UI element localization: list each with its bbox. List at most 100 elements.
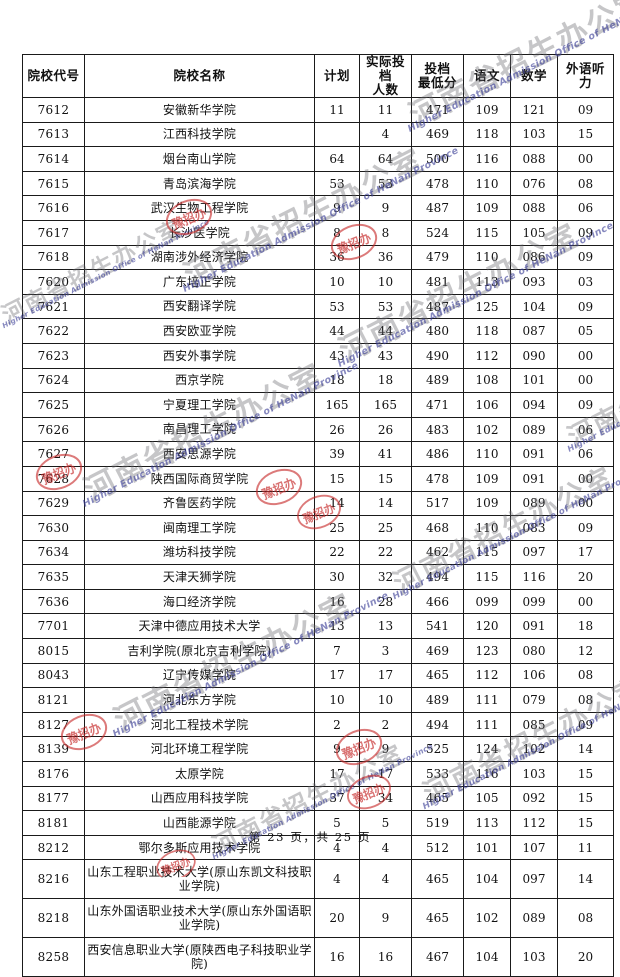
cell-school-name: 天津中德应用技术大学	[84, 613, 315, 640]
cell-english-listening-score: 20	[557, 564, 614, 590]
cell-school-code: 8176	[22, 761, 85, 787]
cell-math-score: 088	[510, 195, 558, 221]
table-row: 7614 烟台南山学院 64 64 500 116 088 00	[22, 146, 614, 172]
cell-actual-count: 10	[359, 269, 412, 295]
cell-plan: 10	[314, 269, 360, 295]
cell-plan: 9	[314, 736, 360, 763]
cell-actual-count: 41	[359, 441, 412, 467]
column-header-actual-line1: 实际投档	[365, 54, 405, 83]
cell-actual-count: 22	[359, 539, 412, 566]
cell-school-name: 武汉生物工程学院	[84, 195, 315, 221]
cell-actual-count: 2	[359, 711, 412, 738]
cell-chinese-score: 124	[463, 736, 511, 763]
cell-actual-count: 44	[359, 318, 412, 344]
cell-chinese-score: 109	[463, 490, 511, 517]
table-row: 7620 广东培正学院 10 10 481 113 093 03	[22, 269, 614, 295]
cell-min-score: 524	[411, 219, 464, 246]
column-header-english: 外语听力	[557, 54, 614, 98]
cell-english-listening-score: 00	[557, 490, 614, 517]
cell-school-code: 7616	[22, 195, 85, 221]
table-row: 7627 西安思源学院 39 41 486 110 091 06	[22, 441, 614, 467]
cell-math-score: 105	[510, 219, 558, 246]
cell-english-listening-score: 14	[557, 736, 614, 763]
column-header-min-line2: 最低分	[417, 75, 457, 90]
cell-school-code: 7634	[22, 539, 85, 566]
cell-actual-count: 3	[359, 638, 412, 664]
cell-chinese-score: 116	[463, 761, 511, 787]
cell-school-name: 山东外国语职业技术大学(原山东外国语职业学院)	[84, 898, 315, 939]
cell-english-listening-score: 17	[557, 539, 614, 566]
cell-min-score: 471	[411, 97, 464, 123]
cell-english-listening-score: 08	[557, 170, 614, 197]
cell-plan: 16	[314, 937, 360, 977]
cell-actual-count: 9	[359, 898, 412, 939]
cell-school-code: 7612	[22, 97, 85, 123]
cell-english-listening-score: 15	[557, 785, 614, 812]
cell-school-code: 8258	[22, 937, 85, 977]
cell-english-listening-score: 09	[557, 515, 614, 541]
cell-actual-count: 28	[359, 588, 412, 615]
cell-chinese-score: 109	[463, 97, 511, 123]
cell-actual-count: 4	[359, 834, 412, 861]
cell-chinese-score: 118	[463, 121, 511, 148]
cell-chinese-score: 099	[463, 588, 511, 615]
cell-math-score: 089	[510, 898, 558, 939]
cell-chinese-score: 110	[463, 244, 511, 271]
cell-math-score: 102	[510, 736, 558, 763]
cell-english-listening-score: 09	[557, 392, 614, 418]
table-row: 7623 西安外事学院 43 43 490 112 090 00	[22, 342, 614, 369]
cell-chinese-score: 104	[463, 859, 511, 900]
cell-school-name: 闽南理工学院	[84, 515, 315, 541]
cell-plan: 8	[314, 219, 360, 246]
cell-chinese-score: 101	[463, 834, 511, 861]
cell-school-code: 7626	[22, 416, 85, 443]
cell-school-code: 8216	[22, 859, 85, 900]
cell-min-score: 467	[411, 937, 464, 977]
table-row: 7634 潍坊科技学院 22 22 462 115 097 17	[22, 539, 614, 566]
cell-school-name: 鄂尔多斯应用技术学院	[84, 834, 315, 861]
cell-min-score: 500	[411, 146, 464, 172]
cell-school-name: 山西应用科技学院	[84, 785, 315, 812]
cell-plan: 7	[314, 638, 360, 664]
cell-plan: 53	[314, 170, 360, 197]
cell-math-score: 094	[510, 392, 558, 418]
cell-school-name: 宁夏理工学院	[84, 392, 315, 418]
cell-school-name: 海口经济学院	[84, 588, 315, 615]
cell-school-code: 8218	[22, 898, 85, 939]
cell-math-score: 107	[510, 834, 558, 861]
cell-english-listening-score: 15	[557, 121, 614, 148]
cell-school-name: 西京学院	[84, 367, 315, 394]
table-row: 7612 安徽新华学院 11 11 471 109 121 09	[22, 97, 614, 123]
cell-min-score: 525	[411, 736, 464, 763]
table-row: 7635 天津天狮学院 30 32 494 115 116 20	[22, 564, 614, 590]
cell-chinese-score: 102	[463, 416, 511, 443]
cell-english-listening-score: 08	[557, 898, 614, 939]
cell-min-score: 486	[411, 441, 464, 467]
cell-school-code: 7618	[22, 244, 85, 271]
cell-school-name: 齐鲁医药学院	[84, 490, 315, 517]
cell-school-code: 8181	[22, 810, 85, 836]
cell-min-score: 494	[411, 711, 464, 738]
cell-math-score: 090	[510, 342, 558, 369]
cell-school-code: 7630	[22, 515, 85, 541]
cell-school-code: 7614	[22, 146, 85, 172]
cell-english-listening-score: 06	[557, 416, 614, 443]
cell-chinese-score: 112	[463, 342, 511, 369]
cell-chinese-score: 109	[463, 195, 511, 221]
cell-school-name: 安徽新华学院	[84, 97, 315, 123]
cell-school-name: 潍坊科技学院	[84, 539, 315, 566]
cell-chinese-score: 102	[463, 898, 511, 939]
cell-min-score: 462	[411, 539, 464, 566]
page-footer: 第 23 页，共 25 页	[248, 830, 372, 844]
cell-school-name: 河北环境工程学院	[84, 736, 315, 763]
column-header-actual-line2: 人数	[372, 82, 399, 97]
column-header-min-score: 投档 最低分	[411, 54, 464, 98]
table-row: 8177 山西应用科技学院 37 34 465 105 092 15	[22, 785, 614, 812]
cell-school-name: 河北工程技术学院	[84, 711, 315, 738]
cell-min-score: 533	[411, 761, 464, 787]
cell-math-score: 079	[510, 687, 558, 713]
cell-min-score: 519	[411, 810, 464, 836]
header-row: 院校代号 院校名称 计划 实际投档 人数 投档 最低分 语文 数学 外语听力	[22, 54, 614, 98]
cell-school-name: 辽宁传媒学院	[84, 662, 315, 689]
cell-min-score: 483	[411, 416, 464, 443]
